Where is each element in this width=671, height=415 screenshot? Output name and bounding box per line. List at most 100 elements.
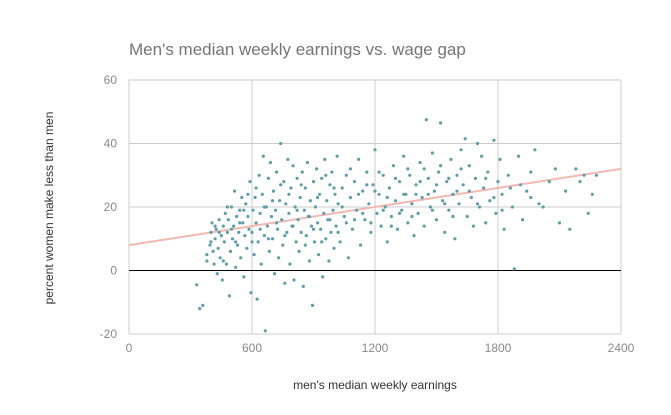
data-point xyxy=(352,218,357,222)
data-point xyxy=(533,148,537,152)
data-point xyxy=(387,186,391,190)
data-point xyxy=(426,176,430,180)
data-point xyxy=(449,157,453,161)
data-point xyxy=(414,192,418,196)
data-point xyxy=(211,249,215,253)
data-point xyxy=(412,234,416,238)
data-point xyxy=(406,221,410,225)
data-point xyxy=(447,208,451,212)
data-point xyxy=(430,208,434,212)
y-tick-label: 40 xyxy=(104,137,118,151)
data-point xyxy=(222,240,226,244)
data-point xyxy=(296,218,300,222)
data-point xyxy=(311,180,316,184)
data-point xyxy=(568,227,572,231)
data-point xyxy=(270,199,275,203)
data-point xyxy=(317,253,321,257)
data-point xyxy=(205,253,209,257)
data-point xyxy=(312,240,317,244)
data-point xyxy=(586,211,590,215)
data-point xyxy=(578,180,582,184)
data-point xyxy=(459,167,463,171)
data-point xyxy=(225,205,229,209)
data-point xyxy=(340,186,344,190)
data-point xyxy=(318,192,322,196)
data-point xyxy=(537,202,541,206)
data-point xyxy=(303,186,307,190)
data-point xyxy=(246,214,250,219)
data-point xyxy=(557,221,562,225)
data-point xyxy=(418,180,422,184)
data-point xyxy=(402,192,406,196)
data-point xyxy=(365,170,369,174)
data-point xyxy=(344,173,348,177)
data-point xyxy=(235,214,239,219)
data-point xyxy=(221,259,225,263)
gridlines xyxy=(128,79,622,335)
data-point xyxy=(451,214,455,219)
data-point xyxy=(453,237,457,241)
data-point xyxy=(269,214,274,219)
data-point xyxy=(239,256,243,260)
data-point xyxy=(248,180,252,184)
data-point xyxy=(461,183,465,187)
data-point xyxy=(255,297,259,301)
data-point xyxy=(518,183,523,187)
data-point xyxy=(381,173,385,177)
y-axis-label: percent women make less than men xyxy=(42,112,56,305)
data-point xyxy=(379,224,383,228)
data-point xyxy=(229,227,234,231)
data-point xyxy=(233,189,237,193)
x-axis-ticks: 0 600 1200 1800 2400 xyxy=(126,341,635,355)
data-point xyxy=(258,227,262,231)
data-point xyxy=(301,284,305,288)
data-point xyxy=(276,227,280,231)
data-point xyxy=(418,160,422,165)
data-point xyxy=(369,221,373,225)
data-point xyxy=(288,262,292,266)
data-point xyxy=(320,176,324,180)
x-tick-label: 1800 xyxy=(485,341,512,355)
data-point xyxy=(441,199,445,203)
data-point xyxy=(352,180,357,184)
data-point xyxy=(311,227,316,231)
x-tick-label: 0 xyxy=(126,341,133,355)
data-point xyxy=(245,246,249,250)
data-point xyxy=(393,199,398,203)
data-point xyxy=(408,173,412,177)
data-point xyxy=(398,180,402,184)
data-point xyxy=(416,211,420,215)
data-points xyxy=(195,118,599,333)
data-point xyxy=(217,230,221,234)
data-point xyxy=(553,167,558,171)
data-point xyxy=(240,195,244,200)
data-point xyxy=(297,249,301,253)
data-point xyxy=(324,237,328,241)
data-point xyxy=(262,234,266,238)
data-point xyxy=(389,214,393,219)
data-point xyxy=(250,230,254,234)
data-point xyxy=(262,205,266,209)
data-point xyxy=(263,329,267,333)
data-point xyxy=(224,262,228,266)
data-point xyxy=(439,121,443,125)
data-point xyxy=(340,205,344,209)
data-point xyxy=(488,199,492,203)
data-point xyxy=(367,202,371,206)
data-point xyxy=(258,211,262,215)
data-point xyxy=(324,173,328,177)
data-point xyxy=(492,138,496,142)
data-point xyxy=(253,195,257,200)
data-point xyxy=(303,243,307,247)
data-point xyxy=(395,227,400,231)
data-point xyxy=(226,218,230,222)
data-point xyxy=(335,154,339,158)
x-tick-label: 2400 xyxy=(608,341,635,355)
data-point xyxy=(541,205,545,209)
data-point xyxy=(259,262,263,266)
x-tick-label: 1200 xyxy=(362,341,389,355)
data-point xyxy=(496,180,500,184)
data-point xyxy=(381,208,385,212)
data-point xyxy=(278,199,282,203)
data-point xyxy=(241,221,245,225)
